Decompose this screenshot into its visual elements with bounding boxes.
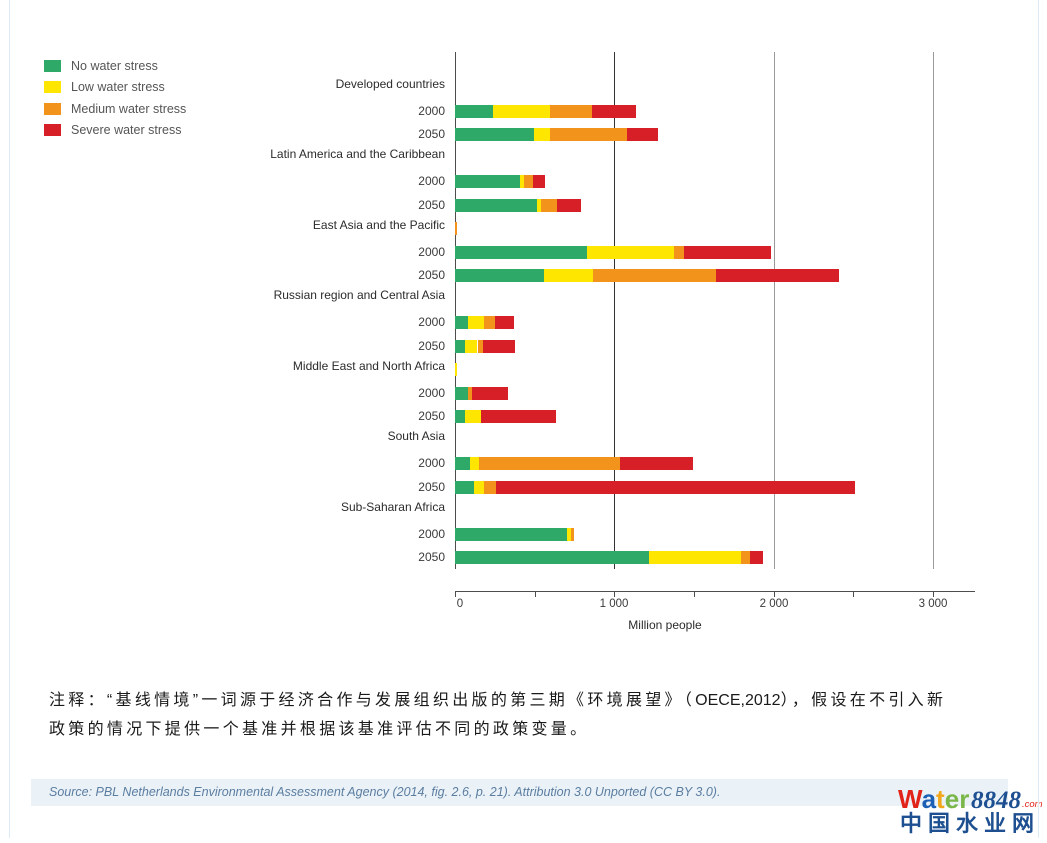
svg-text:Water: Water bbox=[898, 784, 969, 814]
svg-text:8848: 8848 bbox=[971, 787, 1022, 814]
svg-text:.com: .com bbox=[1022, 799, 1043, 810]
svg-text:中国水业网: 中国水业网 bbox=[900, 811, 1040, 836]
